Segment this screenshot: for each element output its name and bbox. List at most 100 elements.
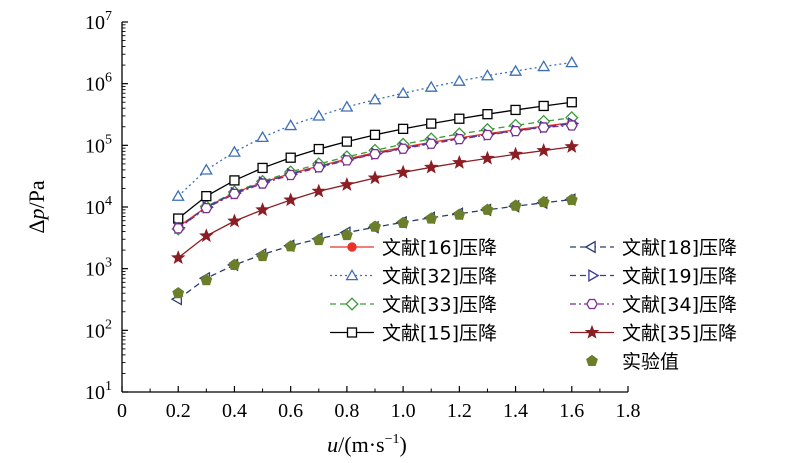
series-line-ref-18 xyxy=(177,198,572,300)
data-point-ref-15 xyxy=(510,104,521,116)
x-tick-label: 0.2 xyxy=(166,400,191,422)
series-ref-32 xyxy=(171,56,579,201)
data-point-experimental xyxy=(565,193,578,205)
axis-labels: u/(m·s−1) Δp/Pa xyxy=(24,180,407,457)
data-point-ref-32 xyxy=(368,93,382,105)
data-point-ref-32 xyxy=(340,100,354,112)
x-tick-label: 0.6 xyxy=(278,400,303,422)
legend-marker xyxy=(588,269,600,282)
x-tick-label: 0 xyxy=(117,400,127,422)
y-tick-label: 101 xyxy=(85,379,112,404)
data-point-ref-35 xyxy=(480,150,495,165)
data-point-experimental xyxy=(453,208,466,220)
data-point-ref-34 xyxy=(509,125,522,137)
data-point-ref-32 xyxy=(424,80,438,92)
data-point-ref-35 xyxy=(339,177,355,191)
data-point-ref-32 xyxy=(256,130,270,143)
series-ref-35 xyxy=(170,139,580,264)
data-point-ref-15 xyxy=(341,136,353,147)
series-ref-15 xyxy=(173,97,577,224)
data-point-ref-15 xyxy=(173,213,184,224)
data-point-ref-15 xyxy=(566,97,577,108)
legend-item-ref-19: 文献[19]压降 xyxy=(570,266,737,288)
legend-item-ref-15: 文献[15]压降 xyxy=(330,323,497,345)
y-tick-label: 104 xyxy=(85,194,112,219)
legend-marker xyxy=(584,324,600,339)
y-tick-label: 107 xyxy=(85,9,112,34)
data-point-ref-32 xyxy=(312,109,326,121)
data-point-ref-32 xyxy=(480,69,494,81)
legend-item-ref-16: 文献[16]压降 xyxy=(330,237,497,259)
data-point-experimental xyxy=(481,203,494,215)
legend-item-experimental: 实验值 xyxy=(586,351,679,373)
data-point-ref-35 xyxy=(283,192,298,207)
data-point-ref-15 xyxy=(397,123,409,135)
legend-item-ref-33: 文献[33]压降 xyxy=(330,294,497,316)
data-point-ref-34 xyxy=(256,178,269,189)
data-point-ref-34 xyxy=(172,223,185,234)
data-point-experimental xyxy=(537,195,550,208)
legend-label: 文献[16]压降 xyxy=(382,237,497,259)
data-point-ref-32 xyxy=(452,74,466,86)
legend-marker xyxy=(586,354,598,367)
data-point-experimental xyxy=(228,258,241,270)
x-tick-label: 1.4 xyxy=(503,400,528,422)
data-point-ref-35 xyxy=(423,159,439,174)
series-group xyxy=(170,56,580,306)
data-point-ref-34 xyxy=(284,169,297,181)
data-point-experimental xyxy=(284,240,297,252)
data-point-ref-32 xyxy=(509,64,523,76)
data-point-ref-34 xyxy=(200,202,213,214)
series-experimental xyxy=(172,193,578,299)
legend-label: 文献[35]压降 xyxy=(622,323,737,345)
data-point-ref-35 xyxy=(255,202,270,216)
data-point-ref-34 xyxy=(228,188,241,200)
data-point-experimental xyxy=(369,220,381,232)
data-point-ref-32 xyxy=(396,86,410,98)
x-tick-label: 1.2 xyxy=(447,400,472,422)
legend-marker xyxy=(586,298,598,310)
data-point-experimental xyxy=(172,286,185,299)
y-tick-label: 102 xyxy=(85,317,112,342)
x-tick-label: 1.6 xyxy=(559,400,584,422)
data-point-ref-35 xyxy=(367,170,383,185)
data-point-ref-34 xyxy=(565,120,578,131)
data-point-experimental xyxy=(509,199,522,211)
data-point-ref-34 xyxy=(312,162,325,173)
data-point-ref-15 xyxy=(482,109,493,120)
series-line-ref-32 xyxy=(177,61,572,197)
y-tick-label: 105 xyxy=(85,132,112,157)
x-tick-label: 1.8 xyxy=(616,400,641,422)
data-point-ref-34 xyxy=(453,133,466,145)
legend-label: 文献[15]压降 xyxy=(382,323,497,345)
data-point-ref-15 xyxy=(369,129,381,140)
data-point-ref-35 xyxy=(199,228,214,243)
legend-label: 文献[18]压降 xyxy=(622,237,737,259)
data-point-ref-35 xyxy=(452,154,467,169)
legend-label: 文献[32]压降 xyxy=(382,266,497,288)
data-point-ref-32 xyxy=(284,118,298,131)
series-ref-34 xyxy=(172,120,578,234)
legend-label: 文献[19]压降 xyxy=(622,266,737,288)
legend-marker xyxy=(345,297,359,311)
legend-label: 文献[34]压降 xyxy=(622,294,737,316)
data-point-ref-34 xyxy=(537,122,550,133)
data-point-ref-34 xyxy=(425,138,438,149)
data-point-ref-35 xyxy=(508,146,523,161)
legend-marker xyxy=(345,269,359,281)
y-tick-label: 106 xyxy=(85,71,112,96)
data-point-ref-15 xyxy=(426,118,437,129)
legend-item-ref-32: 文献[32]压降 xyxy=(330,266,497,288)
legend-marker xyxy=(346,327,358,338)
data-point-ref-35 xyxy=(536,143,551,157)
data-point-ref-15 xyxy=(285,152,296,163)
series-ref-18 xyxy=(170,193,576,306)
data-point-ref-35 xyxy=(564,139,580,153)
data-point-ref-32 xyxy=(171,189,185,201)
data-point-ref-32 xyxy=(227,145,241,157)
legend-marker xyxy=(347,242,357,252)
data-point-ref-15 xyxy=(454,113,465,124)
data-point-ref-34 xyxy=(369,148,381,160)
